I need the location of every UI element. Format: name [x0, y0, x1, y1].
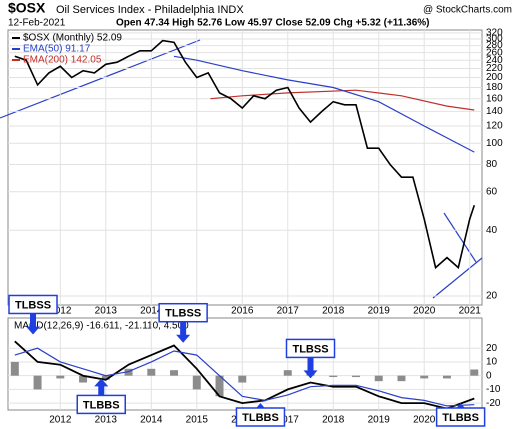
x-tick-label: 2020	[413, 415, 436, 426]
line	[173, 55, 475, 153]
annotation-box	[8, 294, 58, 315]
x-tick-label: 2019	[368, 415, 391, 426]
annotation-label: TLBSS	[15, 299, 51, 311]
annotation-box	[76, 394, 127, 415]
y-tick-label: 220	[486, 63, 503, 74]
line	[14, 347, 475, 407]
x-tick-label: 2020	[413, 306, 436, 317]
histogram-bar	[374, 375, 383, 382]
x-tick-label: 2013	[95, 306, 118, 317]
macd-legend: MACD(12,26,9) -16.611, -21.110, 4.500	[14, 321, 189, 332]
x-tick-label: 2017	[277, 415, 300, 426]
histogram-bar	[352, 375, 360, 378]
x-tick-label: 2018	[322, 306, 345, 317]
y-tick-label: 160	[486, 93, 503, 104]
source: @ StockCharts.com	[423, 5, 512, 16]
histogram-bar	[329, 375, 338, 378]
legend-label: $OSX (Monthly) 52.09	[23, 33, 122, 44]
y-tick-label: 10	[486, 357, 498, 368]
date: 12-Feb-2021	[8, 18, 66, 29]
x-tick-label: 2021	[459, 306, 482, 317]
histogram-bar	[124, 368, 133, 376]
y-tick-label: 40	[486, 225, 498, 236]
annotation-box	[435, 407, 486, 427]
histogram-bar	[215, 375, 224, 397]
line	[210, 89, 475, 111]
macd-panel	[7, 317, 483, 411]
y-tick-label: 300	[486, 34, 503, 45]
trendline	[443, 212, 477, 263]
histogram-bar	[192, 375, 201, 390]
histogram-bar	[283, 370, 292, 376]
histogram-bar	[147, 368, 156, 376]
trendline	[432, 257, 483, 299]
y-tick-label: 240	[486, 55, 503, 66]
annotation-label: TLBBS	[442, 412, 479, 424]
x-tick-label: 2012	[49, 415, 72, 426]
y-tick-label: 320	[486, 28, 503, 39]
y-tick-label: 140	[486, 106, 503, 117]
annotation-box	[235, 407, 286, 427]
annotation-box	[285, 338, 336, 359]
x-tick-label: 2016	[231, 306, 254, 317]
y-tick-label: -10	[486, 384, 501, 395]
line	[14, 340, 475, 410]
histogram-bar	[420, 375, 429, 379]
x-tick-label: 2015	[186, 415, 209, 426]
y-tick-label: 20	[486, 343, 498, 354]
annotation-arrow	[94, 378, 109, 396]
x-tick-label: 2018	[322, 415, 345, 426]
price-panel	[7, 29, 483, 306]
y-tick-label: 200	[486, 72, 503, 83]
legend-label: EMA(200) 142.05	[23, 55, 102, 66]
x-tick-label: 2017	[277, 306, 300, 317]
histogram-bar	[101, 375, 110, 380]
chart-subtitle: Oil Services Index - Philadelphia INDX	[56, 4, 244, 16]
legend-label: EMA(50) 91.17	[23, 44, 91, 55]
y-tick-label: 180	[486, 82, 503, 93]
y-tick-label: -20	[486, 398, 501, 409]
histogram-bar	[56, 375, 65, 379]
y-tick-label: 120	[486, 121, 503, 132]
annotation-arrow	[303, 357, 318, 379]
annotation-label: TLBSS	[165, 308, 201, 320]
annotation-label: TLBBS	[242, 412, 279, 424]
annotation-label: TLBSS	[292, 343, 328, 355]
histogram-bar	[10, 361, 19, 376]
annotation-arrow	[176, 321, 191, 343]
x-tick-label: 2013	[95, 415, 118, 426]
histogram-bar	[33, 375, 42, 390]
y-tick-label: 60	[486, 186, 498, 197]
chart-title: $OSX	[8, 0, 46, 16]
y-tick-label: 100	[486, 138, 503, 149]
x-tick-label: 2012	[49, 306, 72, 317]
histogram-bar	[238, 375, 247, 383]
x-tick-label: 2019	[368, 306, 391, 317]
x-tick-label: 2014	[140, 415, 163, 426]
y-tick-label: 80	[486, 159, 498, 170]
line	[14, 39, 476, 270]
annotation-box	[158, 302, 208, 323]
y-tick-label: 280	[486, 40, 503, 51]
y-tick-label: 260	[486, 47, 503, 58]
x-tick-label: 2014	[140, 306, 163, 317]
histogram-bar	[397, 375, 406, 382]
histogram-bar	[470, 369, 479, 376]
y-tick-label: 20	[486, 291, 498, 302]
histogram-bar	[442, 375, 451, 379]
quote: Open 47.34 High 52.76 Low 45.97 Close 52…	[116, 18, 430, 29]
histogram-bar	[170, 370, 179, 376]
annotation-arrow	[26, 313, 41, 335]
histogram-bar	[79, 375, 88, 383]
annotation-label: TLBBS	[83, 399, 120, 411]
y-tick-label: 0	[486, 370, 492, 381]
